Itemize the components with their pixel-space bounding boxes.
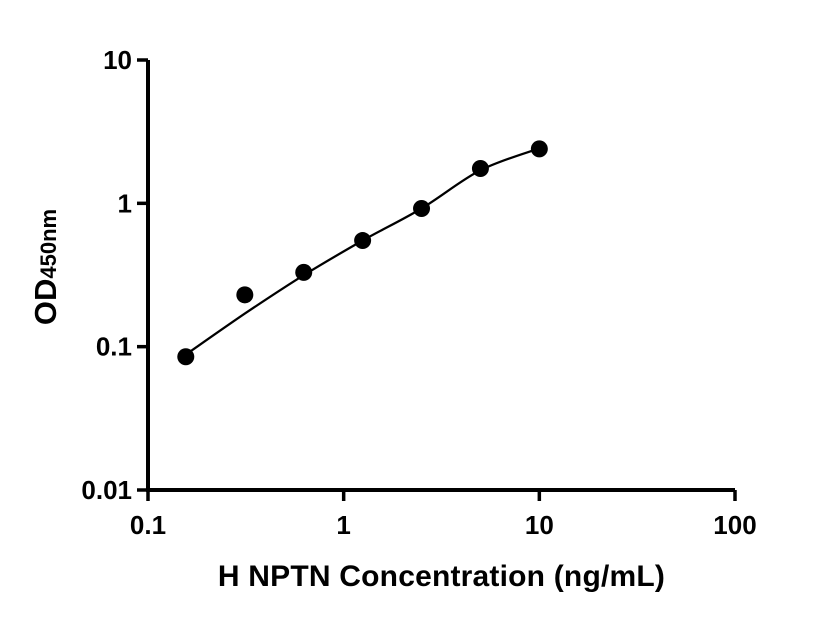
x-tick-label: 100 xyxy=(713,510,756,540)
data-point xyxy=(530,140,548,158)
data-point xyxy=(354,232,372,250)
x-tick-label: 0.1 xyxy=(130,510,166,540)
x-axis-title: H NPTN Concentration (ng/mL) xyxy=(217,560,666,593)
y-axis-title-text: OD450nm xyxy=(28,209,64,325)
y-tick-label: 0.01 xyxy=(81,475,132,505)
data-point xyxy=(413,200,431,218)
y-tick-label: 10 xyxy=(103,45,132,75)
data-point xyxy=(236,286,254,304)
data-point xyxy=(177,348,195,366)
x-tick-label: 10 xyxy=(525,510,554,540)
data-point xyxy=(295,263,313,281)
data-point xyxy=(471,159,489,177)
x-tick-label: 1 xyxy=(336,510,350,540)
y-axis-title-sub: 450nm xyxy=(36,208,61,279)
y-tick-label: 0.1 xyxy=(96,332,132,362)
y-axis-title-main: OD xyxy=(28,278,63,326)
y-tick-label: 1 xyxy=(118,188,132,218)
fit-curve xyxy=(184,147,541,356)
